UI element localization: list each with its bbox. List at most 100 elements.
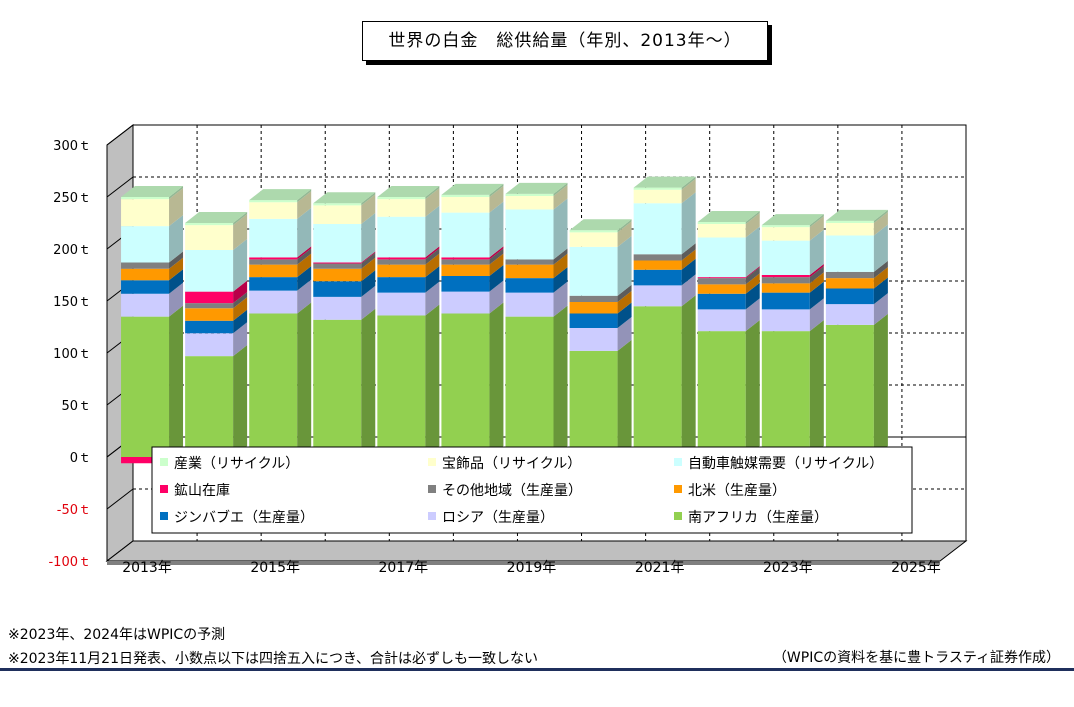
legend-swatch (674, 485, 682, 493)
legend-swatch (428, 485, 436, 493)
bar-segment (185, 250, 234, 292)
bar-segment (377, 292, 426, 316)
gridline-side (106, 176, 134, 198)
bar-segment (249, 200, 298, 203)
bar-segment (249, 277, 298, 291)
bar-segment-side (873, 293, 888, 325)
bar-segment-side (553, 305, 568, 457)
bar-segment (761, 227, 810, 241)
bar-segment-side (169, 257, 184, 281)
bar-segment (377, 264, 426, 278)
bar-segment-side (425, 253, 440, 278)
bar-segment-side (553, 182, 568, 196)
bar-segment-side (617, 235, 632, 296)
bar-segment (697, 309, 746, 332)
bar-segment-side (553, 281, 568, 317)
bar-segment-side (425, 266, 440, 293)
x-tick-label: 2017年 (379, 560, 429, 576)
bar-segment (121, 262, 170, 269)
bar-segment-side (489, 183, 504, 197)
legend-swatch (160, 458, 168, 466)
bar-top (697, 210, 760, 222)
x-tick-label: 2015年 (250, 560, 300, 576)
bar-top (505, 182, 568, 194)
bar-segment-side (233, 239, 248, 292)
bar-segment-side (617, 221, 632, 247)
bar-segment (505, 316, 554, 457)
y-tick-label: 250ｔ (53, 191, 91, 206)
bar-segment-side (745, 210, 760, 225)
bar-segment-side (489, 201, 504, 258)
bar-segment-side (873, 313, 888, 457)
bar-segment (185, 356, 234, 457)
bar-segment-side (745, 213, 760, 238)
bar-segment (249, 264, 298, 278)
bar-segment-side (617, 291, 632, 314)
bar-segment-side (297, 191, 312, 219)
bar-segment (825, 304, 874, 325)
bar-segment (697, 331, 746, 457)
bar-segment-side (425, 205, 440, 258)
bar-segment-side (873, 224, 888, 272)
bar-segment (825, 278, 874, 289)
bar-segment (633, 306, 682, 457)
bar-segment-side (681, 274, 696, 307)
bar-segment-side (233, 345, 248, 457)
bar-segment-side (873, 212, 888, 236)
y-tick-label: 0ｔ (70, 451, 91, 466)
bar-segment-side (361, 251, 376, 264)
bar-segment (121, 199, 170, 227)
bar-segment-side (169, 305, 184, 457)
bar-segment-side (873, 209, 888, 223)
bar-segment (249, 290, 298, 314)
bar-segment-side (809, 216, 824, 241)
bar-segment (185, 303, 234, 309)
bar-segment-side (489, 246, 504, 260)
bar-segment-side (681, 258, 696, 286)
bar-segment (441, 291, 490, 314)
bar-segment-side (233, 214, 248, 251)
bar-segment-side (169, 215, 184, 263)
bar-segment (185, 308, 234, 321)
bar-segment-side (361, 192, 376, 206)
bar-segment-side (233, 280, 248, 304)
bar-segment-side (425, 248, 440, 265)
bar-segment (121, 197, 170, 200)
bar-segment-side (489, 302, 504, 457)
bar-segment-side (681, 178, 696, 204)
bar-segment (313, 268, 362, 282)
bar-segment-side (809, 298, 824, 332)
bar-segment (313, 203, 362, 206)
bar-segment (697, 224, 746, 238)
chart-floor-edge (107, 561, 940, 565)
bar-segment-side (553, 198, 568, 260)
bar-segment (633, 260, 682, 270)
bar-segment-side (553, 267, 568, 293)
bar-segment-side (809, 281, 824, 310)
bar-segment (377, 199, 426, 217)
legend-label: 北米（生産量） (688, 483, 786, 499)
bar-segment (313, 205, 362, 225)
bar-segment (121, 268, 170, 281)
bar-segment (313, 319, 362, 457)
bar-segment (697, 237, 746, 278)
y-tick-label: 150ｔ (53, 295, 91, 310)
bar-segment-side (745, 266, 760, 279)
bar-segment (505, 292, 554, 317)
bar-segment (761, 240, 810, 275)
bar-segment-side (361, 252, 376, 269)
bar-segment-side (873, 277, 888, 305)
bar-segment-side (809, 266, 824, 284)
bar-segment (569, 350, 618, 457)
bar-segment-side (617, 339, 632, 457)
bar-segment (505, 278, 554, 293)
bar-segment (633, 203, 682, 255)
bar-segment (825, 235, 874, 272)
bar-segment-side (233, 322, 248, 357)
bar-segment (761, 331, 810, 457)
bar-segment-side (361, 257, 376, 282)
legend-label: 鉱山在庫 (174, 482, 230, 499)
bar-segment (505, 264, 554, 279)
bar-segment-side (809, 272, 824, 293)
